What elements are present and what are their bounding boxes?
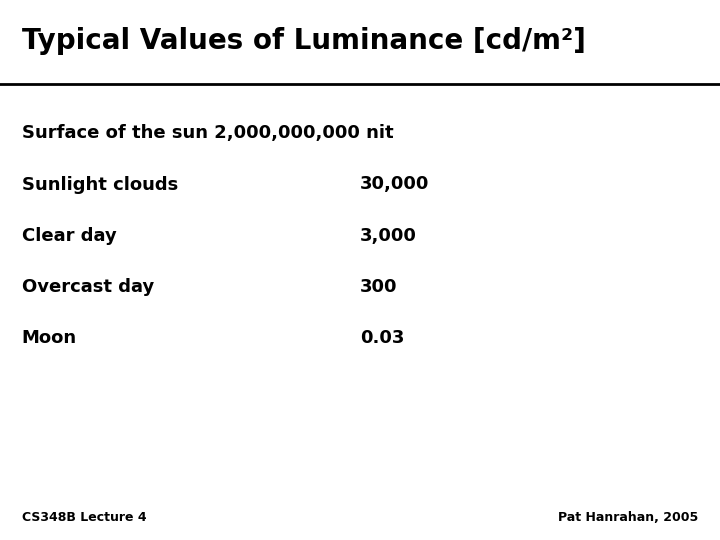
Text: 0.03: 0.03 (360, 329, 405, 347)
Text: Typical Values of Luminance [cd/m²]: Typical Values of Luminance [cd/m²] (22, 27, 585, 55)
Text: Clear day: Clear day (22, 227, 117, 245)
Text: Overcast day: Overcast day (22, 278, 154, 296)
Text: CS348B Lecture 4: CS348B Lecture 4 (22, 511, 146, 524)
Text: 300: 300 (360, 278, 397, 296)
Text: 3,000: 3,000 (360, 227, 417, 245)
Text: Moon: Moon (22, 329, 77, 347)
Text: Sunlight clouds: Sunlight clouds (22, 176, 178, 193)
Text: Surface of the sun 2,000,000,000 nit: Surface of the sun 2,000,000,000 nit (22, 124, 393, 142)
Text: 30,000: 30,000 (360, 176, 429, 193)
Text: Pat Hanrahan, 2005: Pat Hanrahan, 2005 (558, 511, 698, 524)
